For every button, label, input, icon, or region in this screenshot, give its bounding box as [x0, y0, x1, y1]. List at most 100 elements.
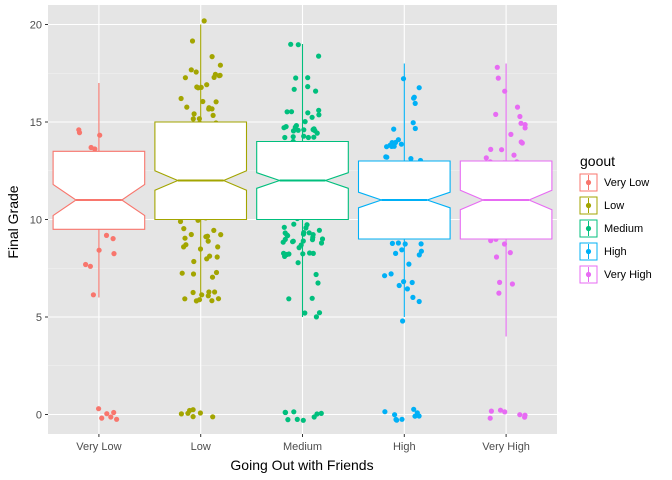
- jitter-point: [190, 116, 196, 122]
- jitter-point-zero: [522, 414, 528, 420]
- jitter-point: [518, 139, 524, 145]
- jitter-point: [389, 143, 395, 149]
- jitter-point-zero: [285, 417, 291, 423]
- jitter-point-zero: [394, 417, 400, 423]
- jitter-point: [316, 227, 322, 233]
- jitter-point: [286, 296, 292, 302]
- jitter-point: [494, 64, 500, 70]
- legend-key-point: [585, 248, 592, 255]
- jitter-point: [288, 41, 294, 47]
- jitter-point: [209, 274, 216, 280]
- jitter-point: [400, 318, 406, 324]
- jitter-point: [410, 120, 416, 126]
- jitter-point-zero: [502, 409, 508, 415]
- jitter-point: [97, 132, 103, 138]
- jitter-point: [291, 221, 297, 227]
- jitter-point: [418, 248, 424, 254]
- legend-label: Very Low: [604, 177, 649, 189]
- jitter-point-zero: [311, 414, 317, 420]
- jitter-point-zero: [96, 406, 102, 412]
- jitter-point: [509, 281, 515, 287]
- boxes: [52, 24, 553, 337]
- jitter-point-zero: [382, 409, 388, 415]
- jitter-point: [393, 250, 399, 256]
- jitter-point: [189, 38, 196, 44]
- jitter-point: [305, 134, 311, 141]
- jitter-point: [290, 134, 296, 140]
- jitter-point: [76, 127, 82, 133]
- jitter-point-zero: [487, 415, 493, 421]
- jitter-point: [305, 84, 311, 90]
- x-axis-title: Going Out with Friends: [230, 457, 373, 473]
- jitter-point-zero: [517, 412, 523, 418]
- jitter-point: [177, 218, 184, 225]
- jitter-point: [281, 250, 287, 256]
- jitter-point: [301, 230, 307, 236]
- jitter-point-zero: [488, 408, 494, 414]
- jitter-point: [315, 280, 321, 286]
- jitter-point: [318, 240, 325, 246]
- jitter-point: [310, 234, 316, 240]
- jitter-point: [90, 292, 96, 298]
- jitter-point: [295, 42, 301, 48]
- jitter-point-zero: [187, 407, 193, 414]
- jitter-point: [401, 279, 407, 285]
- jitter-point-zero: [300, 417, 306, 423]
- jitter-point-zero: [210, 414, 216, 420]
- jitter-point: [309, 295, 315, 301]
- jitter-point: [310, 250, 316, 256]
- jitter-point: [188, 67, 194, 73]
- jitter-point: [392, 139, 399, 146]
- jitter-point-zero: [318, 410, 324, 416]
- jitter-point-zero: [99, 415, 105, 421]
- jitter-point-zero: [392, 412, 398, 418]
- jitter-point: [311, 134, 317, 140]
- jitter-point-zero: [399, 416, 405, 422]
- y-tick-label: 10: [30, 215, 42, 227]
- jitter-point: [508, 131, 514, 137]
- jitter-point: [302, 310, 308, 316]
- jitter-point: [286, 251, 292, 257]
- jitter-point: [214, 254, 220, 260]
- jitter-point: [412, 100, 418, 106]
- jitter-point: [488, 146, 494, 152]
- jitter-point: [391, 126, 397, 132]
- jitter-point: [518, 120, 524, 126]
- jitter-point: [205, 238, 211, 244]
- jitter-point-zero: [294, 416, 300, 422]
- jitter-point: [182, 75, 188, 81]
- jitter-point: [179, 270, 185, 276]
- jitter-point: [311, 126, 317, 132]
- jitter-point: [396, 282, 402, 289]
- jitter-point: [188, 231, 194, 238]
- jitter-point: [493, 111, 499, 117]
- jitter-point: [416, 298, 422, 305]
- jitter-point-zero: [282, 409, 288, 415]
- notched-box: [154, 121, 248, 221]
- jitter-point: [190, 271, 197, 277]
- jitter-point: [497, 279, 503, 285]
- jitter-point-zero: [411, 406, 417, 412]
- jitter-point: [209, 54, 215, 60]
- jitter-point-zero: [108, 414, 114, 420]
- jitter-point: [300, 238, 306, 244]
- jitter-point: [191, 258, 197, 265]
- jitter-point: [204, 233, 211, 239]
- jitter-point: [295, 260, 301, 266]
- jitter-point: [395, 240, 401, 246]
- jitter-point: [83, 261, 89, 268]
- jitter-point: [211, 227, 217, 233]
- jitter-point: [316, 310, 323, 316]
- jitter-point: [316, 112, 322, 118]
- jitter-point: [281, 224, 287, 230]
- jitter-point: [193, 298, 199, 304]
- jitter-point: [517, 113, 523, 120]
- jitter-point: [303, 225, 309, 231]
- jitter-point-zero: [114, 416, 120, 422]
- legend-title: goout: [580, 153, 615, 169]
- x-tick-label: Very Low: [76, 441, 121, 453]
- jitter-point-zero: [416, 413, 422, 419]
- y-axis-title: Final Grade: [5, 185, 21, 258]
- jitter-point: [215, 244, 221, 250]
